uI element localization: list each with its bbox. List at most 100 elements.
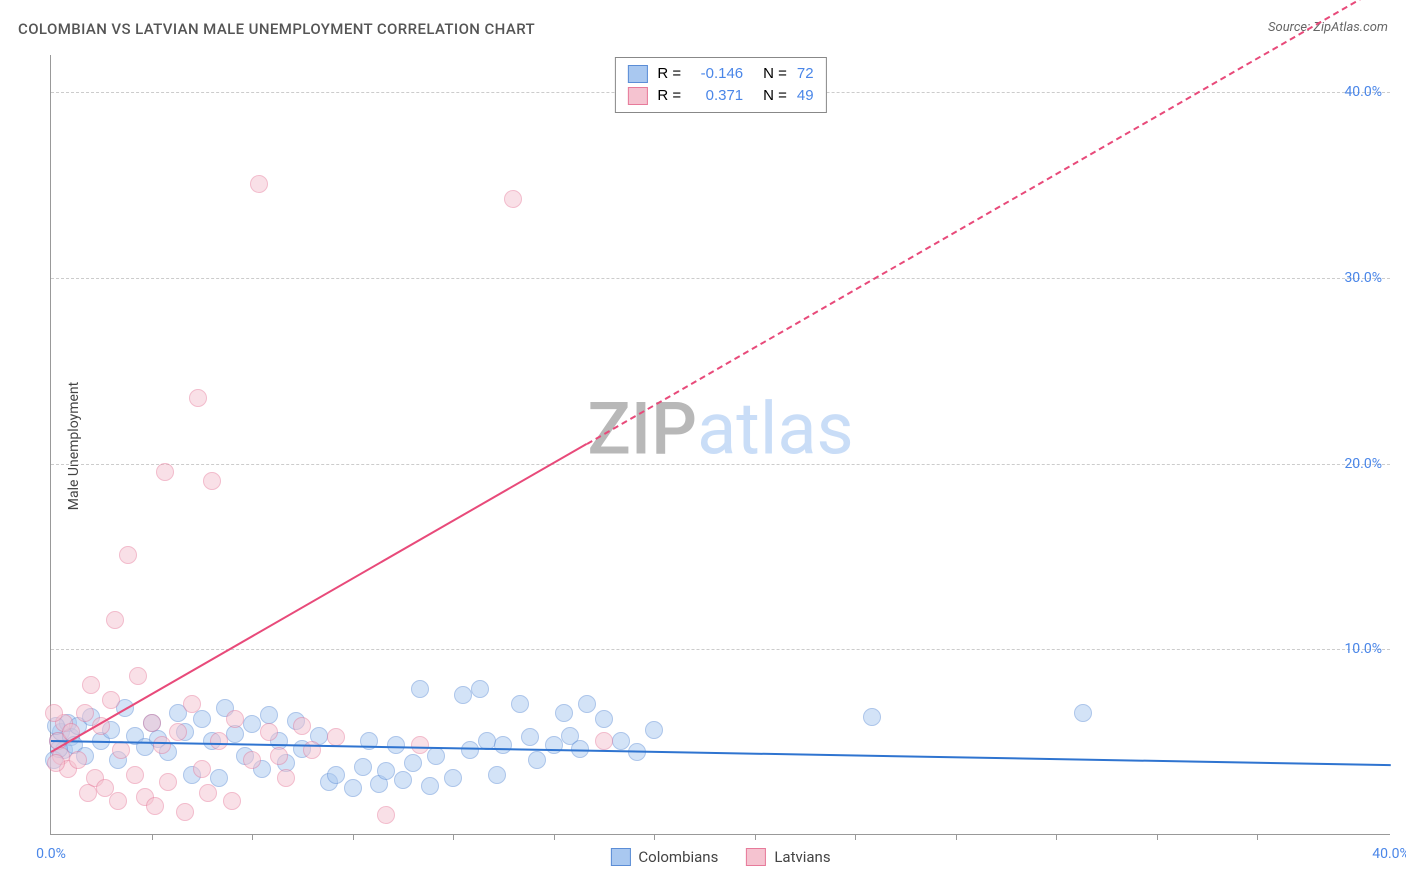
x-tick bbox=[1056, 834, 1057, 840]
n-value-colombians: 72 bbox=[797, 63, 814, 85]
scatter-point bbox=[143, 714, 161, 732]
scatter-point bbox=[461, 741, 479, 759]
watermark-zip: ZIP bbox=[587, 386, 697, 471]
series-legend: Colombians Latvians bbox=[610, 848, 830, 866]
scatter-point bbox=[250, 175, 268, 193]
grid-line bbox=[51, 278, 1390, 279]
scatter-point bbox=[106, 611, 124, 629]
trend-line bbox=[51, 443, 588, 753]
scatter-point bbox=[377, 806, 395, 824]
scatter-point bbox=[69, 751, 87, 769]
scatter-point bbox=[555, 704, 573, 722]
scatter-point bbox=[327, 766, 345, 784]
chart-header: COLOMBIAN VS LATVIAN MALE UNEMPLOYMENT C… bbox=[18, 20, 1388, 38]
scatter-point bbox=[411, 680, 429, 698]
n-label: N = bbox=[763, 63, 787, 85]
grid-line bbox=[51, 464, 1390, 465]
scatter-point bbox=[176, 803, 194, 821]
scatter-point bbox=[159, 773, 177, 791]
correlation-legend: R = -0.146 N = 72 R = 0.371 N = 49 bbox=[614, 57, 826, 113]
chart-plot-area: ZIPatlas R = -0.146 N = 72 R = 0.371 N =… bbox=[50, 55, 1390, 835]
watermark: ZIPatlas bbox=[587, 386, 853, 471]
x-tick bbox=[554, 834, 555, 840]
legend-label-latvians: Latvians bbox=[774, 848, 830, 866]
scatter-point bbox=[45, 704, 63, 722]
y-tick-label: 10.0% bbox=[1344, 641, 1382, 657]
r-label: R = bbox=[657, 85, 681, 107]
scatter-point bbox=[277, 769, 295, 787]
scatter-point bbox=[109, 792, 127, 810]
x-tick bbox=[252, 834, 253, 840]
scatter-point bbox=[126, 766, 144, 784]
scatter-point bbox=[203, 472, 221, 490]
scatter-point bbox=[243, 751, 261, 769]
scatter-point bbox=[260, 723, 278, 741]
legend-item-colombians: Colombians bbox=[610, 848, 718, 866]
scatter-point bbox=[394, 771, 412, 789]
scatter-point bbox=[595, 710, 613, 728]
x-tick bbox=[1257, 834, 1258, 840]
scatter-point bbox=[47, 754, 65, 772]
x-tick bbox=[152, 834, 153, 840]
legend-row-latvians: R = 0.371 N = 49 bbox=[627, 85, 813, 107]
scatter-point bbox=[471, 680, 489, 698]
r-label: R = bbox=[657, 63, 681, 85]
y-tick-label: 40.0% bbox=[1344, 84, 1382, 100]
swatch-colombians bbox=[627, 65, 647, 83]
scatter-point bbox=[494, 736, 512, 754]
scatter-point bbox=[528, 751, 546, 769]
scatter-point bbox=[454, 686, 472, 704]
scatter-point bbox=[270, 747, 288, 765]
r-value-colombians: -0.146 bbox=[691, 63, 743, 85]
scatter-point bbox=[243, 715, 261, 733]
scatter-point bbox=[488, 766, 506, 784]
x-tick-label: 40.0% bbox=[1372, 846, 1406, 862]
swatch-latvians bbox=[627, 87, 647, 105]
scatter-point bbox=[199, 784, 217, 802]
legend-row-colombians: R = -0.146 N = 72 bbox=[627, 63, 813, 85]
scatter-point bbox=[102, 691, 120, 709]
scatter-point bbox=[82, 676, 100, 694]
scatter-point bbox=[327, 728, 345, 746]
x-tick-label: 0.0% bbox=[36, 846, 66, 862]
scatter-point bbox=[193, 710, 211, 728]
swatch-latvians-bottom bbox=[746, 848, 766, 866]
scatter-point bbox=[612, 732, 630, 750]
scatter-point bbox=[427, 747, 445, 765]
scatter-point bbox=[1074, 704, 1092, 722]
scatter-point bbox=[411, 736, 429, 754]
x-tick bbox=[855, 834, 856, 840]
scatter-point bbox=[444, 769, 462, 787]
scatter-point bbox=[76, 704, 94, 722]
scatter-point bbox=[112, 741, 130, 759]
grid-line bbox=[51, 649, 1390, 650]
scatter-point bbox=[293, 717, 311, 735]
scatter-point bbox=[595, 732, 613, 750]
scatter-point bbox=[129, 667, 147, 685]
scatter-point bbox=[260, 706, 278, 724]
x-tick bbox=[956, 834, 957, 840]
scatter-point bbox=[645, 721, 663, 739]
scatter-point bbox=[183, 695, 201, 713]
y-tick-label: 20.0% bbox=[1344, 456, 1382, 472]
scatter-point bbox=[521, 728, 539, 746]
scatter-point bbox=[193, 760, 211, 778]
scatter-point bbox=[377, 762, 395, 780]
scatter-point bbox=[189, 389, 207, 407]
scatter-point bbox=[354, 758, 372, 776]
scatter-point bbox=[578, 695, 596, 713]
scatter-point bbox=[146, 797, 164, 815]
legend-item-latvians: Latvians bbox=[746, 848, 830, 866]
x-tick bbox=[755, 834, 756, 840]
scatter-point bbox=[421, 777, 439, 795]
x-tick bbox=[453, 834, 454, 840]
legend-label-colombians: Colombians bbox=[638, 848, 718, 866]
chart-title: COLOMBIAN VS LATVIAN MALE UNEMPLOYMENT C… bbox=[18, 20, 535, 38]
swatch-colombians-bottom bbox=[610, 848, 630, 866]
scatter-point bbox=[511, 695, 529, 713]
x-tick bbox=[654, 834, 655, 840]
scatter-point bbox=[156, 463, 174, 481]
x-tick bbox=[1157, 834, 1158, 840]
scatter-point bbox=[223, 792, 241, 810]
scatter-point bbox=[169, 723, 187, 741]
